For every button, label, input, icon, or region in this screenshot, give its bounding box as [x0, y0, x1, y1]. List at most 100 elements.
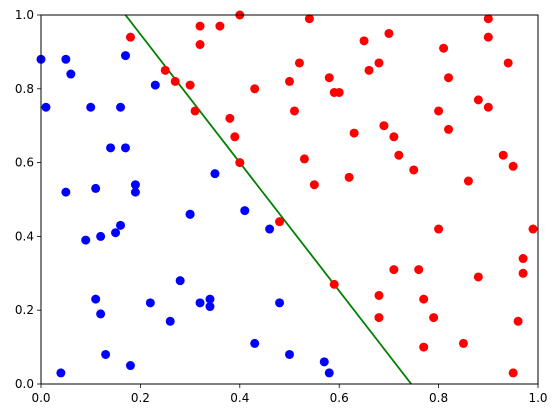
data-point-series-0: [319, 357, 329, 367]
data-point-series-1: [190, 106, 200, 116]
data-point-series-0: [91, 294, 101, 304]
data-point-series-1: [518, 254, 528, 264]
data-point-series-0: [175, 276, 185, 286]
data-point-series-0: [125, 361, 135, 371]
data-point-series-1: [374, 58, 384, 68]
data-point-series-1: [444, 124, 454, 134]
data-point-series-1: [429, 313, 439, 323]
data-point-series-1: [374, 290, 384, 300]
data-point-series-1: [444, 73, 454, 83]
data-point-series-1: [439, 43, 449, 53]
data-point-series-1: [394, 150, 404, 160]
data-point-series-0: [61, 54, 71, 64]
data-point-series-1: [304, 14, 314, 24]
data-point-series-1: [359, 36, 369, 46]
data-point-series-0: [41, 102, 51, 112]
data-point-series-1: [379, 121, 389, 131]
y-tick-label: 0.6: [15, 156, 34, 170]
data-point-series-0: [91, 183, 101, 193]
data-point-series-1: [473, 95, 483, 105]
data-point-series-0: [106, 143, 116, 153]
data-point-series-1: [434, 224, 444, 234]
data-point-series-1: [334, 87, 344, 97]
data-point-series-1: [299, 154, 309, 164]
data-point-series-0: [120, 143, 130, 153]
data-point-series-1: [483, 32, 493, 42]
data-point-series-1: [513, 316, 523, 326]
x-tick-label: 0.2: [131, 391, 150, 405]
y-tick-label: 0.8: [15, 82, 34, 96]
data-point-series-1: [389, 132, 399, 142]
y-tick-label: 0.4: [15, 229, 34, 243]
data-point-series-1: [185, 80, 195, 90]
data-point-series-1: [518, 268, 528, 278]
plot-area: [41, 15, 538, 384]
data-point-series-1: [473, 272, 483, 282]
data-point-series-1: [463, 176, 473, 186]
data-point-series-1: [384, 28, 394, 38]
data-point-series-1: [215, 21, 225, 31]
y-tick-label: 1.0: [15, 8, 34, 22]
y-tick-label: 0.0: [15, 377, 34, 391]
data-point-series-1: [508, 368, 518, 378]
data-point-series-1: [250, 84, 260, 94]
data-point-series-0: [101, 349, 111, 359]
data-point-series-1: [409, 165, 419, 175]
data-point-series-1: [230, 132, 240, 142]
data-point-series-1: [508, 161, 518, 171]
data-point-series-0: [111, 228, 121, 238]
data-point-series-1: [324, 73, 334, 83]
data-point-series-1: [289, 106, 299, 116]
data-point-series-1: [458, 338, 468, 348]
data-point-series-1: [170, 76, 180, 86]
x-tick-label: 0.4: [230, 391, 249, 405]
y-tick-label: 0.2: [15, 303, 34, 317]
data-point-series-1: [374, 313, 384, 323]
plot-frame: [40, 14, 539, 385]
data-point-series-1: [434, 106, 444, 116]
data-point-series-0: [120, 51, 130, 61]
data-point-series-1: [235, 158, 245, 168]
data-point-series-0: [275, 298, 285, 308]
data-point-series-0: [81, 235, 91, 245]
data-point-series-0: [116, 220, 126, 230]
data-point-series-0: [205, 302, 215, 312]
data-point-series-0: [324, 368, 334, 378]
data-point-series-1: [329, 279, 339, 289]
data-point-series-0: [185, 209, 195, 219]
data-point-series-1: [225, 113, 235, 123]
x-tick-label: 0.8: [429, 391, 448, 405]
data-point-series-1: [195, 40, 205, 50]
data-point-series-0: [130, 180, 140, 190]
data-point-series-1: [389, 265, 399, 275]
data-point-series-0: [86, 102, 96, 112]
data-point-series-1: [160, 65, 170, 75]
data-point-series-0: [56, 368, 66, 378]
data-point-series-1: [419, 294, 429, 304]
decision-boundary-line: [124, 15, 412, 384]
data-point-series-1: [414, 265, 424, 275]
data-point-series-1: [195, 21, 205, 31]
data-point-series-0: [240, 206, 250, 216]
data-point-series-1: [419, 342, 429, 352]
data-point-series-1: [483, 14, 493, 24]
data-point-series-1: [498, 150, 508, 160]
data-point-series-1: [344, 172, 354, 182]
data-point-series-0: [66, 69, 76, 79]
x-tick-label: 0.0: [31, 391, 50, 405]
data-point-series-1: [294, 58, 304, 68]
data-point-series-1: [349, 128, 359, 138]
data-point-series-0: [145, 298, 155, 308]
data-point-series-1: [364, 65, 374, 75]
data-point-series-0: [250, 338, 260, 348]
data-point-series-0: [96, 309, 106, 319]
data-point-series-1: [285, 76, 294, 86]
data-point-series-0: [205, 294, 215, 304]
data-point-series-0: [210, 169, 220, 179]
data-point-series-1: [125, 32, 135, 42]
data-point-series-0: [130, 187, 140, 197]
data-point-series-0: [61, 187, 71, 197]
data-point-series-0: [96, 231, 106, 241]
data-point-series-1: [275, 217, 285, 227]
